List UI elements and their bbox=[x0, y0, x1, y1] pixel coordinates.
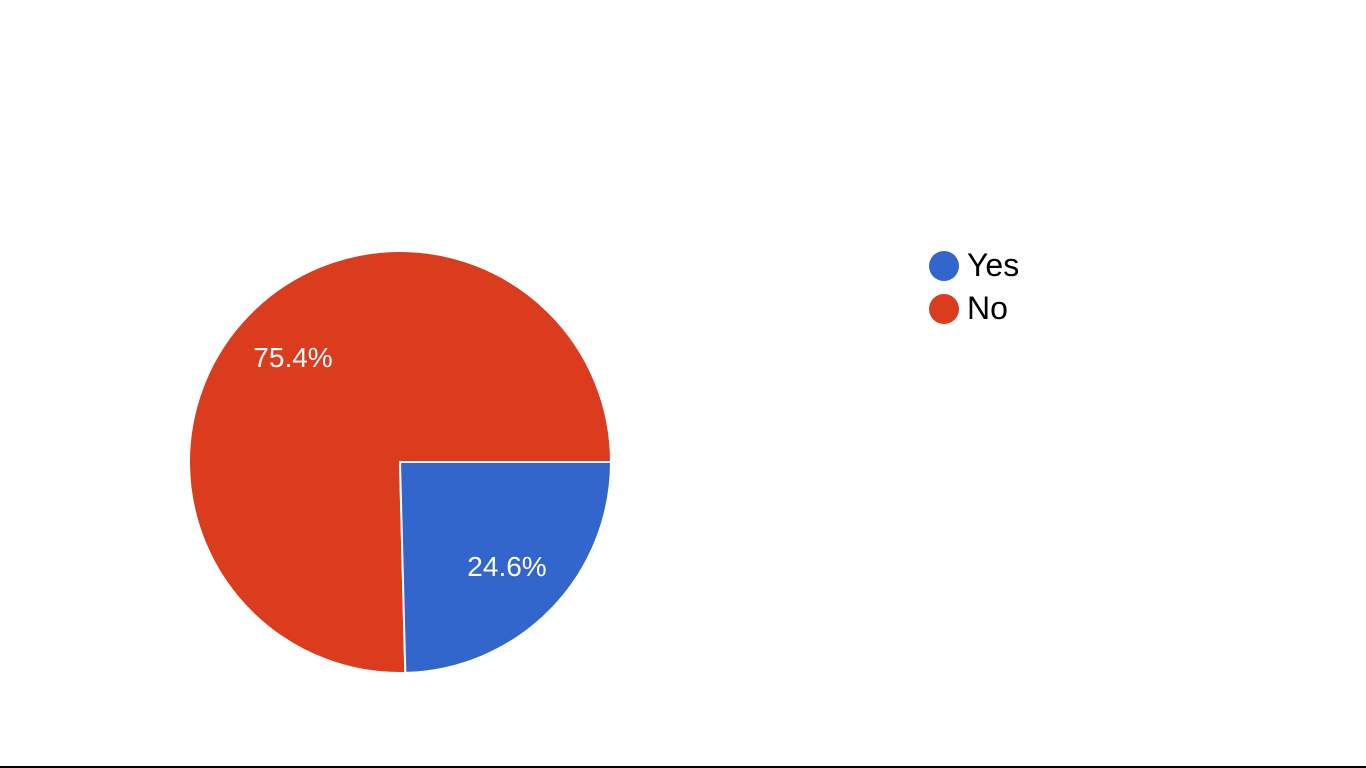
svg-text:No: No bbox=[967, 290, 1008, 326]
svg-text:75.4%: 75.4% bbox=[253, 342, 332, 373]
svg-text:24.6%: 24.6% bbox=[467, 551, 546, 582]
svg-text:Yes: Yes bbox=[967, 247, 1019, 283]
